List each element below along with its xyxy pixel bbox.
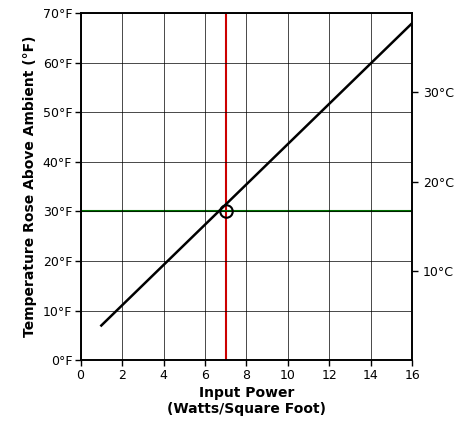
- X-axis label: Input Power
(Watts/Square Foot): Input Power (Watts/Square Foot): [167, 386, 326, 416]
- Y-axis label: Temperature Rose Above Ambient (°F): Temperature Rose Above Ambient (°F): [23, 36, 37, 337]
